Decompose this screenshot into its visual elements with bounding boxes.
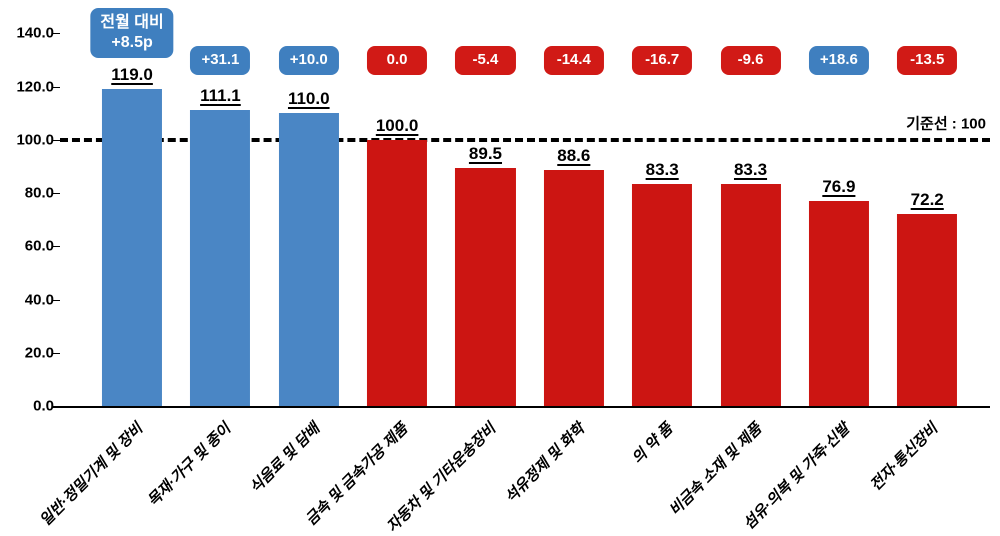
y-tick-mark [52, 246, 60, 247]
bar-6: 83.3 -16.7 [618, 0, 706, 406]
y-axis: 0.0 20.0 40.0 60.0 80.0 100.0 120.0 140.0 [0, 0, 60, 526]
badge-delta: +18.6 [809, 46, 869, 75]
bar-3: 100.0 0.0 [353, 0, 441, 406]
bar [102, 89, 162, 406]
plot-area: 기준선 : 100119.0전월 대비+8.5p일반·정밀기계 및 장비111.… [60, 0, 990, 406]
y-tick-mark [52, 140, 60, 141]
badge-line2: +8.5p [100, 33, 163, 53]
x-axis-line [52, 406, 990, 408]
bar-9: 72.2 -13.5 [883, 0, 971, 406]
bar-value-label: 119.0 [111, 65, 153, 85]
badge-delta: -16.7 [632, 46, 692, 75]
y-tick-label: 20.0 [25, 344, 54, 361]
bar [455, 168, 515, 406]
bar-8: 76.9 +18.6 [795, 0, 883, 406]
bar-2: 110.0 +10.0 [265, 0, 353, 406]
badge-delta: +10.0 [279, 46, 339, 75]
badge-delta: -9.6 [720, 46, 780, 75]
bar [720, 184, 780, 406]
badge-delta: -13.5 [897, 46, 957, 75]
y-tick-label: 0.0 [33, 398, 54, 415]
y-tick-mark [52, 300, 60, 301]
y-tick-mark [52, 87, 60, 88]
x-category-label: 식음료 및 담배 [244, 418, 323, 497]
badge-month-over-month: 전월 대비+8.5p [90, 8, 173, 58]
badge-delta: -5.4 [455, 46, 515, 75]
bar-value-label: 110.0 [288, 89, 330, 109]
y-tick-mark [52, 33, 60, 34]
bar-value-label: 83.3 [646, 160, 679, 180]
bar [279, 113, 339, 406]
badge-delta: +31.1 [190, 46, 250, 75]
bar-chart: 0.020.040.060.080.0100.0120.0140.0 기준선 :… [0, 0, 1000, 526]
bar [897, 214, 957, 406]
bar [367, 140, 427, 406]
y-tick-mark [52, 353, 60, 354]
y-tick-label: 100.0 [16, 131, 54, 148]
badge-delta: 0.0 [367, 46, 427, 75]
y-tick-label: 140.0 [16, 25, 54, 42]
x-category-label: 석유정제 및 화학 [500, 418, 589, 507]
x-category-label: 비금속 소재 및 제품 [664, 418, 766, 520]
bar-value-label: 72.2 [911, 190, 944, 210]
y-tick-label: 60.0 [25, 238, 54, 255]
y-tick-label: 40.0 [25, 291, 54, 308]
x-category-label: 의 약 품 [627, 418, 677, 468]
x-category-label: 전자·통신장비 [865, 418, 942, 495]
x-category-label: 목재·가구 및 종이 [143, 418, 236, 511]
y-tick-label: 80.0 [25, 185, 54, 202]
badge-delta: -14.4 [544, 46, 604, 75]
bar [632, 184, 692, 406]
bar-value-label: 89.5 [469, 144, 502, 164]
bar-1: 111.1 +31.1 [176, 0, 264, 406]
y-tick-mark [52, 193, 60, 194]
y-tick-label: 120.0 [16, 78, 54, 95]
bar-0: 119.0 전월 대비+8.5p [88, 0, 176, 406]
bar-4: 89.5 -5.4 [441, 0, 529, 406]
bar-value-label: 83.3 [734, 160, 767, 180]
bar-value-label: 76.9 [822, 177, 855, 197]
bar [544, 170, 604, 406]
badge-line1: 전월 대비 [100, 13, 163, 33]
bar [190, 110, 250, 406]
bar-7: 83.3 -9.6 [706, 0, 794, 406]
bar-value-label: 111.1 [200, 86, 241, 106]
bar-value-label: 100.0 [376, 116, 419, 136]
y-tick-mark [52, 406, 60, 407]
bar [809, 201, 869, 406]
bar-5: 88.6 -14.4 [530, 0, 618, 406]
bar-value-label: 88.6 [557, 146, 590, 166]
